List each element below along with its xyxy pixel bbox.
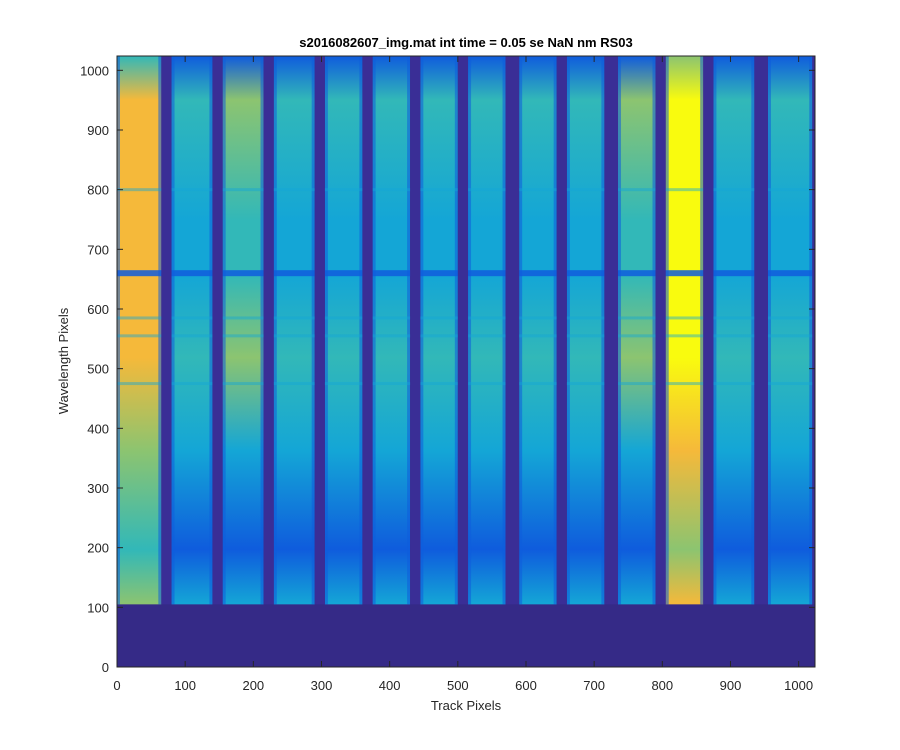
track-edge (324, 56, 328, 605)
track-edge (601, 56, 605, 605)
x-tick-label: 900 (720, 678, 742, 693)
x-tick-label: 700 (583, 678, 605, 693)
x-tick-label: 200 (242, 678, 264, 693)
track-edge (273, 56, 277, 605)
track-4 (273, 56, 315, 605)
track-gap (161, 56, 172, 605)
track-edge (665, 56, 669, 605)
heatmap-marks (117, 56, 815, 667)
track-11 (618, 56, 656, 605)
x-tick-label: 500 (447, 678, 469, 693)
track-gap (362, 56, 373, 605)
track-edge (359, 56, 363, 605)
track-10 (566, 56, 605, 605)
x-tick-label: 800 (651, 678, 673, 693)
y-tick-label: 500 (87, 362, 109, 377)
track-gap (457, 56, 469, 605)
track-edge (468, 56, 472, 605)
y-tick-label: 800 (87, 183, 109, 198)
track-gap (410, 56, 421, 605)
y-tick-label: 600 (87, 302, 109, 317)
track-edge (260, 56, 264, 605)
track-edge (767, 56, 771, 605)
track-gap (703, 56, 714, 605)
track-edge (209, 56, 213, 605)
track-edge (117, 56, 120, 605)
track-edge (311, 56, 315, 605)
y-tick-label: 0 (102, 660, 109, 675)
x-axis-label: Track Pixels (431, 698, 502, 713)
track-edge (809, 56, 813, 605)
track-edge (566, 56, 570, 605)
track-edge (553, 56, 557, 605)
track-edge (222, 56, 226, 605)
track-6 (372, 56, 411, 605)
track-edge (420, 56, 424, 605)
y-tick-label: 400 (87, 421, 109, 436)
x-tick-label: 400 (379, 678, 401, 693)
track-edge (372, 56, 376, 605)
track-gap (754, 56, 768, 605)
track-3 (222, 56, 264, 605)
track-8 (468, 56, 506, 605)
x-tick-label: 1000 (784, 678, 813, 693)
y-tick-label: 100 (87, 600, 109, 615)
track-gap (604, 56, 619, 605)
track-edge (454, 56, 458, 605)
x-tick-label: 600 (515, 678, 537, 693)
track-edge (407, 56, 411, 605)
track-1 (117, 56, 162, 605)
x-axis: 0 100 200 300 400 500 600 700 800 900 1000 (113, 56, 813, 693)
track-gap (505, 56, 520, 605)
track-12 (665, 56, 704, 605)
track-gap (655, 56, 666, 605)
track-edge (751, 56, 755, 605)
track-edge (700, 56, 704, 605)
track-7 (420, 56, 458, 605)
track-edge (502, 56, 506, 605)
track-edge (618, 56, 622, 605)
track-edge (158, 56, 162, 605)
y-axis-label: Wavelength Pixels (56, 307, 71, 414)
track-gap (263, 56, 274, 605)
y-tick-label: 1000 (80, 63, 109, 78)
track-edge (519, 56, 523, 605)
track-14 (767, 56, 813, 605)
x-tick-label: 300 (311, 678, 333, 693)
track-gap (314, 56, 325, 605)
track-9 (519, 56, 557, 605)
track-13 (713, 56, 755, 605)
y-tick-label: 300 (87, 481, 109, 496)
track-edge (652, 56, 656, 605)
y-tick-label: 200 (87, 541, 109, 556)
y-tick-label: 700 (87, 242, 109, 257)
x-tick-label: 100 (174, 678, 196, 693)
y-axis: 0 100 200 300 400 500 600 700 800 900 1000 (80, 63, 815, 675)
y-tick-label: 900 (87, 123, 109, 138)
track-gap (812, 56, 815, 605)
x-tick-label: 0 (113, 678, 120, 693)
track-gap (212, 56, 223, 605)
track-2 (171, 56, 213, 605)
track-edge (171, 56, 175, 605)
track-edge (713, 56, 717, 605)
plot-frame (116, 55, 816, 668)
track-gap (556, 56, 567, 605)
chart-title: s2016082607_img.mat int time = 0.05 se N… (299, 35, 633, 50)
track-5 (324, 56, 363, 605)
